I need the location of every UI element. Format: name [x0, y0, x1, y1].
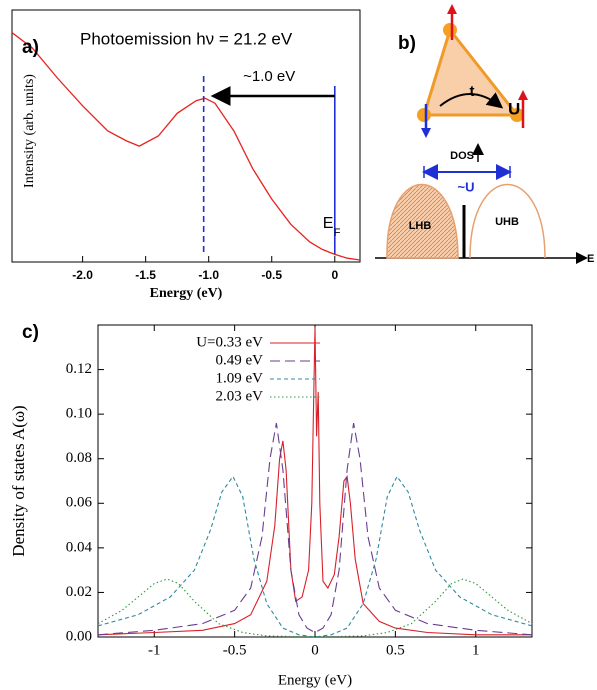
x-tick-label: -1.5	[135, 268, 156, 282]
panel-label: b)	[398, 33, 416, 54]
x-tick-label: -2.0	[72, 268, 93, 282]
x-tick-label: 0	[311, 642, 319, 658]
annotation: F	[334, 227, 341, 239]
x-axis-label: Energy (eV)	[278, 672, 352, 688]
x-tick-label: -0.5	[223, 642, 247, 658]
curve	[12, 32, 360, 261]
y-tick-label: 0.10	[66, 406, 92, 422]
energy-label: E	[587, 253, 594, 265]
annotation: ~1.0 eV	[243, 68, 295, 85]
x-tick-label: 1	[472, 642, 480, 658]
y-tick-label: 0.00	[66, 628, 92, 644]
annotation: Photoemission hν = 21.2 eV	[80, 29, 293, 48]
legend-label: 0.49 eV	[216, 352, 264, 368]
x-tick-label: -1	[148, 642, 161, 658]
curve	[98, 327, 532, 636]
diagram: b) t U E DOS ~U LHB UHB	[375, 4, 594, 265]
arrow-head	[518, 90, 528, 100]
curve	[98, 578, 532, 637]
y-tick-label: 0.12	[66, 361, 92, 377]
hopping-arrow	[439, 92, 504, 109]
y-axis-label: Intensity (arb. units)	[22, 74, 37, 188]
legend-label: 2.03 eV	[216, 388, 264, 404]
band-label: LHB	[409, 220, 432, 232]
band-label: UHB	[495, 216, 519, 228]
site	[510, 108, 524, 122]
site	[417, 108, 431, 122]
arrow-head	[447, 4, 457, 14]
site	[443, 23, 457, 37]
panel-label: a)	[22, 37, 39, 58]
x-tick-label: -0.5	[261, 268, 282, 282]
panel-label: c)	[22, 322, 39, 343]
annotation: E	[323, 215, 334, 232]
y-tick-label: 0.08	[66, 450, 92, 466]
legend-label: 1.09 eV	[216, 370, 264, 386]
x-tick-label: 0	[331, 268, 338, 282]
triangle	[421, 26, 521, 117]
lower-band	[386, 184, 459, 259]
x-axis-label: Energy (eV)	[150, 286, 223, 301]
hopping-label: t	[470, 83, 475, 100]
arrow-head	[421, 128, 431, 138]
curve	[98, 423, 532, 636]
dos-label: DOS	[450, 150, 474, 162]
x-tick-label: -1.0	[198, 268, 219, 282]
upper-band	[469, 184, 546, 259]
y-tick-label: 0.04	[66, 539, 93, 555]
y-tick-label: 0.06	[66, 495, 93, 511]
curve	[98, 475, 532, 637]
gap-label: ~U	[458, 179, 475, 194]
y-tick-label: 0.02	[66, 584, 92, 600]
plot-frame	[11, 9, 361, 263]
x-tick-label: 0.5	[386, 642, 405, 658]
plot-frame	[97, 324, 533, 638]
y-axis-label: Density of states A(ω)	[9, 405, 28, 556]
legend-label: U=0.33 eV	[196, 334, 263, 350]
interaction-label: U	[508, 99, 520, 118]
